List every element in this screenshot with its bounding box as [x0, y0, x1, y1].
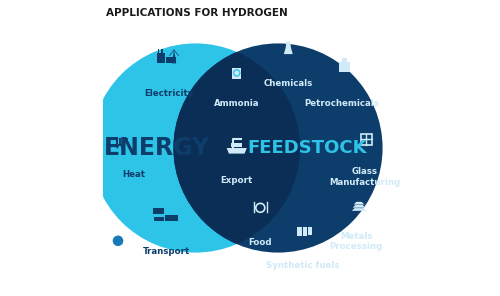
Bar — [302, 227, 307, 236]
Text: Glass
Manufacturing: Glass Manufacturing — [330, 167, 400, 186]
Text: Metals
Processing: Metals Processing — [330, 232, 382, 251]
Text: Synthetic fuels: Synthetic fuels — [266, 261, 340, 271]
Bar — [152, 207, 164, 214]
Text: ENERGY: ENERGY — [104, 136, 210, 160]
Bar — [361, 134, 372, 144]
Bar — [231, 143, 242, 147]
Bar — [161, 49, 163, 53]
Polygon shape — [117, 144, 122, 149]
Bar — [154, 217, 164, 221]
Text: Chemicals: Chemicals — [264, 79, 313, 88]
Text: Electricity: Electricity — [144, 89, 194, 98]
Bar — [165, 215, 178, 221]
Bar — [166, 57, 175, 63]
Bar — [123, 138, 125, 144]
Bar — [339, 62, 349, 72]
Bar — [298, 227, 302, 236]
Text: Ammonia: Ammonia — [214, 99, 260, 108]
Circle shape — [112, 236, 124, 246]
Text: Export: Export — [220, 176, 253, 185]
Text: FEEDSTOCK: FEEDSTOCK — [248, 139, 367, 157]
Text: APPLICATIONS FOR HYDROGEN: APPLICATIONS FOR HYDROGEN — [106, 8, 288, 18]
Polygon shape — [226, 148, 247, 154]
Circle shape — [174, 44, 382, 252]
Text: Heat: Heat — [122, 170, 145, 179]
Polygon shape — [352, 208, 366, 211]
Bar — [174, 215, 178, 218]
Polygon shape — [354, 202, 364, 205]
Bar — [126, 138, 128, 144]
Text: Transport: Transport — [142, 247, 190, 256]
Bar — [158, 49, 160, 53]
Bar — [156, 53, 164, 63]
Text: Food: Food — [248, 238, 272, 247]
Circle shape — [91, 44, 300, 252]
Bar — [119, 138, 122, 144]
Bar — [308, 227, 312, 235]
Circle shape — [91, 44, 300, 252]
Polygon shape — [284, 41, 293, 54]
Text: Petrochemicals: Petrochemicals — [304, 99, 379, 108]
Polygon shape — [352, 205, 366, 208]
Bar — [116, 138, 117, 144]
Polygon shape — [172, 50, 176, 63]
Bar — [342, 58, 347, 62]
Bar — [232, 68, 241, 79]
